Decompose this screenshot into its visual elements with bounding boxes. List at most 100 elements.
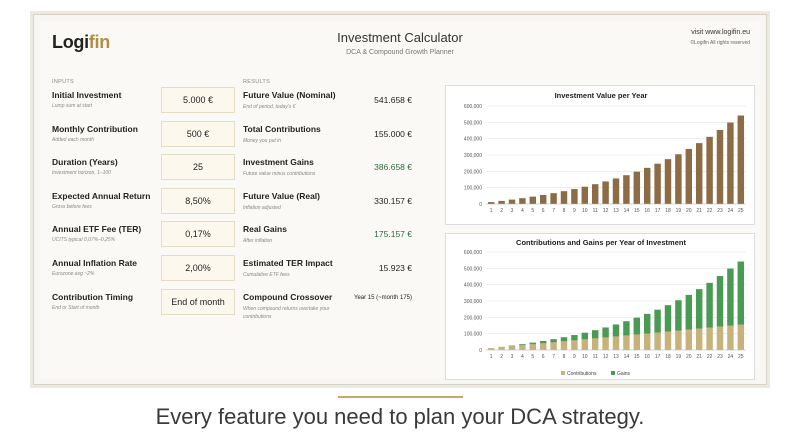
ter-impact-help: Cumulative ETF fees [243, 272, 290, 278]
real-gains-help: After inflation [243, 238, 273, 244]
future-value-real-help: Inflation adjusted [243, 205, 281, 211]
etf-fee-help: UCITS typical 0,07%–0,25% [52, 237, 116, 243]
compound-crossover-help: When compound returns overtake your contr… [243, 306, 330, 320]
bar-gains-20 [685, 294, 693, 330]
bar-year-1 [487, 202, 495, 204]
y-tick-label: 200,000 [464, 315, 482, 321]
bar-contributions-20 [685, 329, 693, 350]
x-tick-label: 13 [613, 208, 619, 214]
bar-year-4 [519, 198, 526, 204]
x-tick-label: 16 [644, 354, 650, 360]
future-value-real-label: Future Value (Real) [243, 191, 320, 201]
x-tick-label: 14 [624, 208, 630, 214]
bar-year-23 [716, 130, 724, 204]
bar-contributions-13 [612, 336, 620, 350]
x-tick-label: 20 [686, 354, 692, 360]
y-tick-label: 600,000 [464, 104, 482, 110]
bar-contributions-21 [695, 328, 703, 350]
legend-swatch-gains [611, 371, 615, 375]
x-tick-label: 2 [500, 354, 503, 360]
bar-gains-23 [716, 276, 724, 327]
x-tick-label: 12 [603, 354, 609, 360]
y-tick-label: 300,000 [464, 153, 482, 159]
bar-gains-8 [560, 337, 568, 342]
x-tick-label: 18 [665, 208, 671, 214]
x-tick-label: 20 [686, 208, 692, 214]
x-tick-label: 3 [511, 208, 514, 214]
future-value-real-value: 330.157 € [374, 196, 412, 206]
bar-year-12 [602, 181, 609, 204]
y-tick-label: 100,000 [464, 186, 482, 192]
bar-contributions-18 [664, 331, 672, 350]
x-tick-label: 7 [552, 354, 555, 360]
duration-years-help: Investment horizon, 1–100 [52, 170, 111, 176]
bar-gains-19 [675, 300, 682, 331]
x-tick-label: 4 [521, 354, 524, 360]
total-contributions-value: 155.000 € [374, 129, 412, 139]
bar-year-10 [581, 186, 589, 204]
future-value-nominal-label: Future Value (Nominal) [243, 90, 336, 100]
monthly-contribution-input[interactable]: 500 € [161, 121, 235, 147]
bar-contributions-24 [727, 325, 734, 350]
bar-contributions-8 [560, 341, 568, 350]
real-gains-value: 175.157 € [374, 229, 412, 239]
x-tick-label: 3 [511, 354, 514, 360]
x-tick-label: 22 [707, 354, 713, 360]
expected-return-label: Expected Annual Return [52, 191, 151, 201]
y-tick-label: 500,000 [464, 120, 482, 126]
bar-contributions-3 [508, 346, 516, 350]
y-tick-label: 100,000 [464, 332, 482, 338]
x-tick-label: 5 [531, 208, 534, 214]
monthly-contribution-label: Monthly Contribution [52, 124, 138, 134]
x-tick-label: 24 [728, 208, 734, 214]
y-tick-label: 300,000 [464, 299, 482, 305]
investment-value-chart: Investment Value per Year 0 100,000 200,000… [445, 85, 755, 225]
x-tick-label: 21 [696, 354, 702, 360]
website-link[interactable]: visit www.logifin.eu ©Logifin All rights… [690, 29, 750, 46]
chart-title: Investment Value per Year [555, 91, 648, 100]
real-gains-label: Real Gains [243, 224, 287, 234]
bar-gains-4 [519, 344, 526, 346]
bar-contributions-19 [675, 330, 682, 350]
bar-gains-25 [737, 261, 745, 325]
x-tick-label: 6 [542, 354, 545, 360]
bar-gains-12 [602, 327, 609, 338]
x-tick-label: 15 [634, 354, 640, 360]
duration-years-label: Duration (Years) [52, 157, 118, 167]
y-tick-label: 0 [479, 202, 482, 208]
compound-crossover-value: Year 15 (~month 175) [354, 295, 412, 301]
x-tick-label: 8 [563, 354, 566, 360]
bar-year-19 [675, 154, 682, 204]
bar-year-15 [633, 171, 641, 204]
initial-investment-input[interactable]: 5.000 € [161, 87, 235, 113]
duration-years-input[interactable]: 25 [161, 154, 235, 180]
x-tick-label: 17 [655, 354, 661, 360]
investment-gains-help: Future value minus contributions [243, 171, 316, 177]
expected-return-input[interactable]: 8,50% [161, 188, 235, 214]
bar-contributions-10 [581, 339, 589, 350]
x-tick-label: 22 [707, 208, 713, 214]
inputs-section-label: INPUTS [52, 79, 74, 85]
x-tick-label: 11 [593, 208, 598, 214]
inflation-rate-input[interactable]: 2,00% [161, 255, 235, 281]
etf-fee-input[interactable]: 0,17% [161, 221, 235, 247]
bar-contributions-4 [519, 345, 526, 350]
investment-gains-value: 386.658 € [374, 162, 412, 172]
tagline-divider [338, 396, 463, 398]
x-tick-label: 19 [676, 208, 682, 214]
bar-contributions-17 [654, 332, 661, 350]
bar-gains-17 [654, 309, 661, 333]
legend-label-contributions: Contributions [567, 371, 597, 377]
x-tick-label: 1 [490, 354, 493, 360]
total-contributions-help: Money you put in [243, 138, 282, 144]
legend-label-gains: Gains [617, 371, 631, 377]
page-subtitle: DCA & Compound Growth Planner [346, 49, 454, 56]
screenshot-frame: Logifin Investment Calculator DCA & Comp… [33, 14, 767, 385]
contribution-timing-input[interactable]: End of month [161, 289, 235, 315]
x-tick-label: 9 [573, 354, 576, 360]
copyright-text: ©Logifin All rights reserved [690, 40, 750, 46]
bar-gains-3 [508, 345, 516, 347]
investment-gains-label: Investment Gains [243, 157, 314, 167]
future-value-nominal-value: 541.658 € [374, 95, 412, 105]
page-title: Investment Calculator [337, 30, 463, 45]
